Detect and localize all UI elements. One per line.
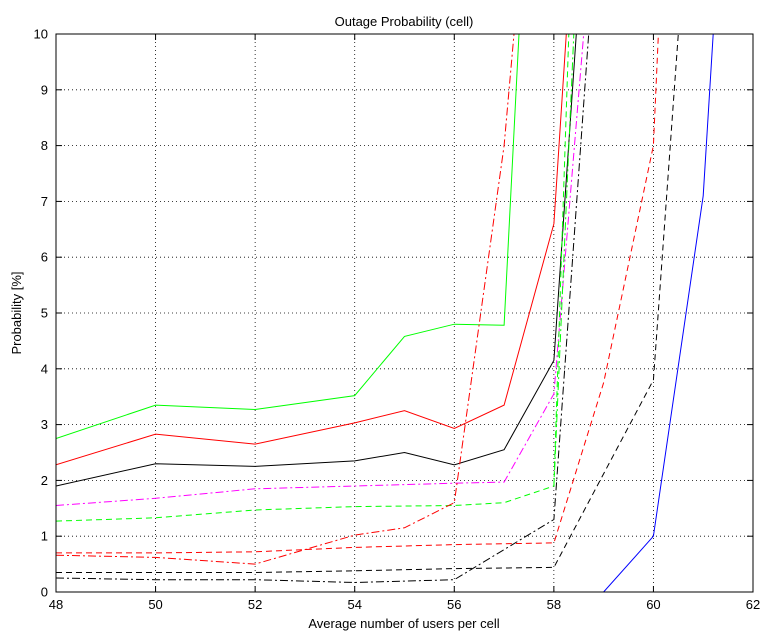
series-line-1 [56, 34, 520, 439]
chart-title: Outage Probability (cell) [335, 14, 474, 29]
x-axis-label: Average number of users per cell [308, 616, 499, 631]
x-tick-label: 48 [49, 597, 63, 612]
series-line-8 [56, 34, 679, 573]
y-tick-label: 1 [41, 529, 48, 544]
y-tick-label: 10 [34, 27, 48, 42]
y-tick-label: 9 [41, 82, 48, 97]
y-tick-label: 5 [41, 306, 48, 321]
y-tick-label: 7 [41, 194, 48, 209]
series-group [56, 34, 714, 592]
series-line-10 [553, 34, 575, 487]
series-line-4 [56, 34, 585, 506]
y-tick-label: 2 [41, 473, 48, 488]
y-tick-label: 3 [41, 417, 48, 432]
y-axis-label: Probability [%] [9, 271, 24, 354]
series-line-2 [56, 34, 567, 466]
x-tick-label: 58 [547, 597, 561, 612]
x-tick-label: 52 [248, 597, 262, 612]
y-tick-label: 0 [41, 585, 48, 600]
series-line-11 [56, 34, 714, 592]
x-tick-label: 62 [746, 597, 760, 612]
x-tick-label: 60 [646, 597, 660, 612]
series-line-9 [56, 34, 590, 584]
series-line-6 [56, 34, 515, 565]
x-tick-label: 56 [447, 597, 461, 612]
x-tick-label: 50 [148, 597, 162, 612]
series-line-5 [56, 34, 570, 522]
y-tick-label: 4 [41, 361, 48, 376]
x-tick-label: 54 [347, 597, 361, 612]
series-line-7 [56, 34, 659, 554]
y-tick-label: 8 [41, 138, 48, 153]
grid [56, 34, 753, 592]
y-tick-label: 6 [41, 250, 48, 265]
series-line-3 [56, 34, 577, 487]
